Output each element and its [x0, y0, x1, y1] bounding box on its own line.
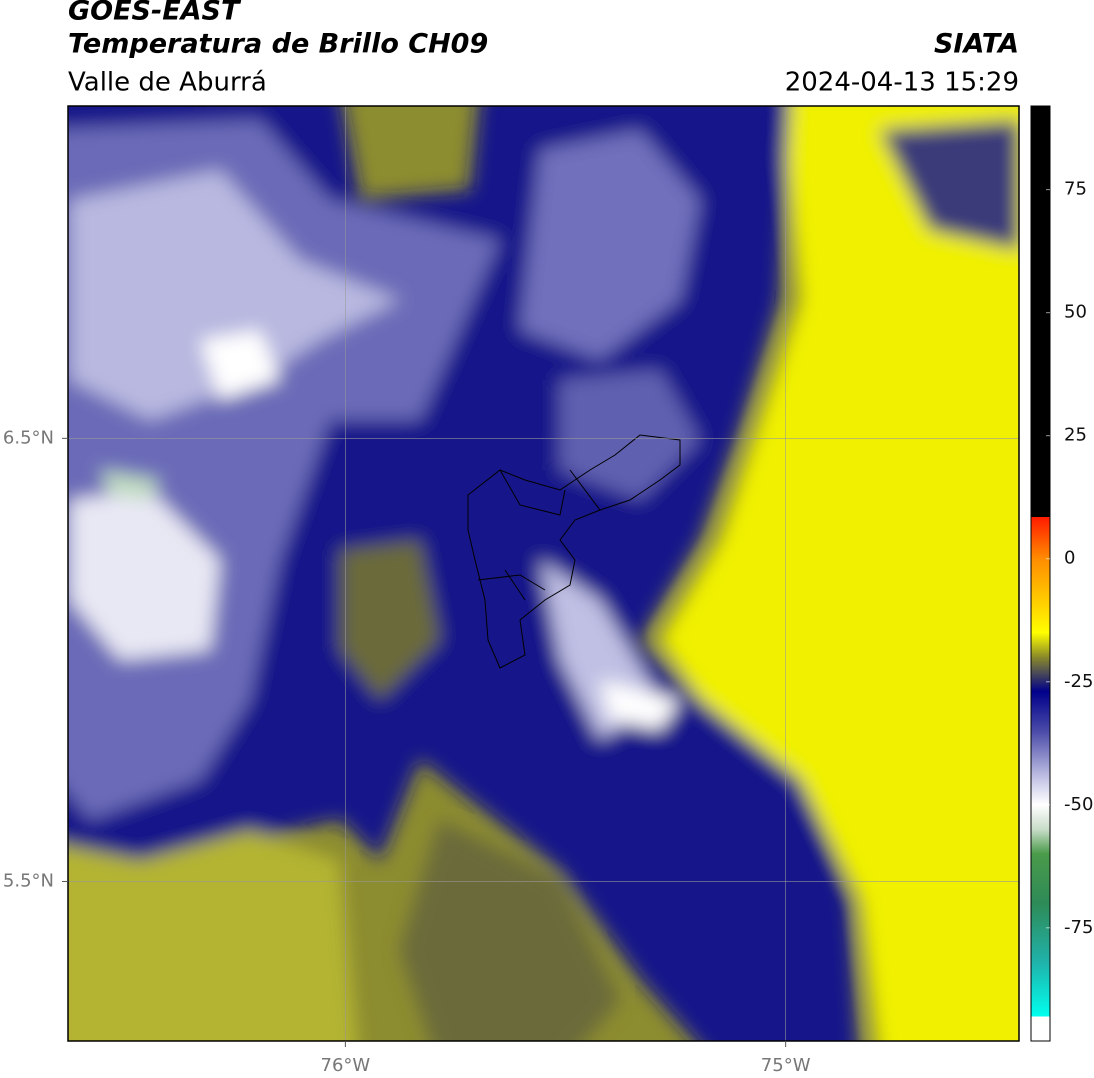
satellite-image	[68, 106, 1019, 1041]
valley-outline	[467, 434, 681, 669]
lon-tick-label: 75°W	[761, 1055, 811, 1076]
colorbar-tick-label: -75	[1064, 917, 1093, 938]
colorbar-tick-label: 50	[1064, 302, 1087, 323]
colorbar-tick-label: 0	[1064, 548, 1075, 569]
colorbar-tick-label: 25	[1064, 425, 1087, 446]
map-frame	[67, 105, 1020, 1042]
region: Valle de Aburrá	[68, 68, 267, 98]
subtitle: Temperatura de Brillo CH09	[68, 29, 488, 60]
datetime: 2024-04-13 15:29	[785, 68, 1019, 98]
source: SIATA	[934, 29, 1019, 60]
colorbar-tick-label: -50	[1064, 794, 1093, 815]
colorbar-tick-label: 75	[1064, 179, 1087, 200]
lat-tick-label: 6.5°N	[3, 427, 54, 448]
lon-tick-label: 76°W	[321, 1055, 371, 1076]
lat-tick-label: 5.5°N	[3, 870, 54, 891]
title: GOES-EAST	[68, 0, 242, 27]
colorbar	[1030, 105, 1051, 1042]
colorbar-tick-label: -25	[1064, 671, 1093, 692]
